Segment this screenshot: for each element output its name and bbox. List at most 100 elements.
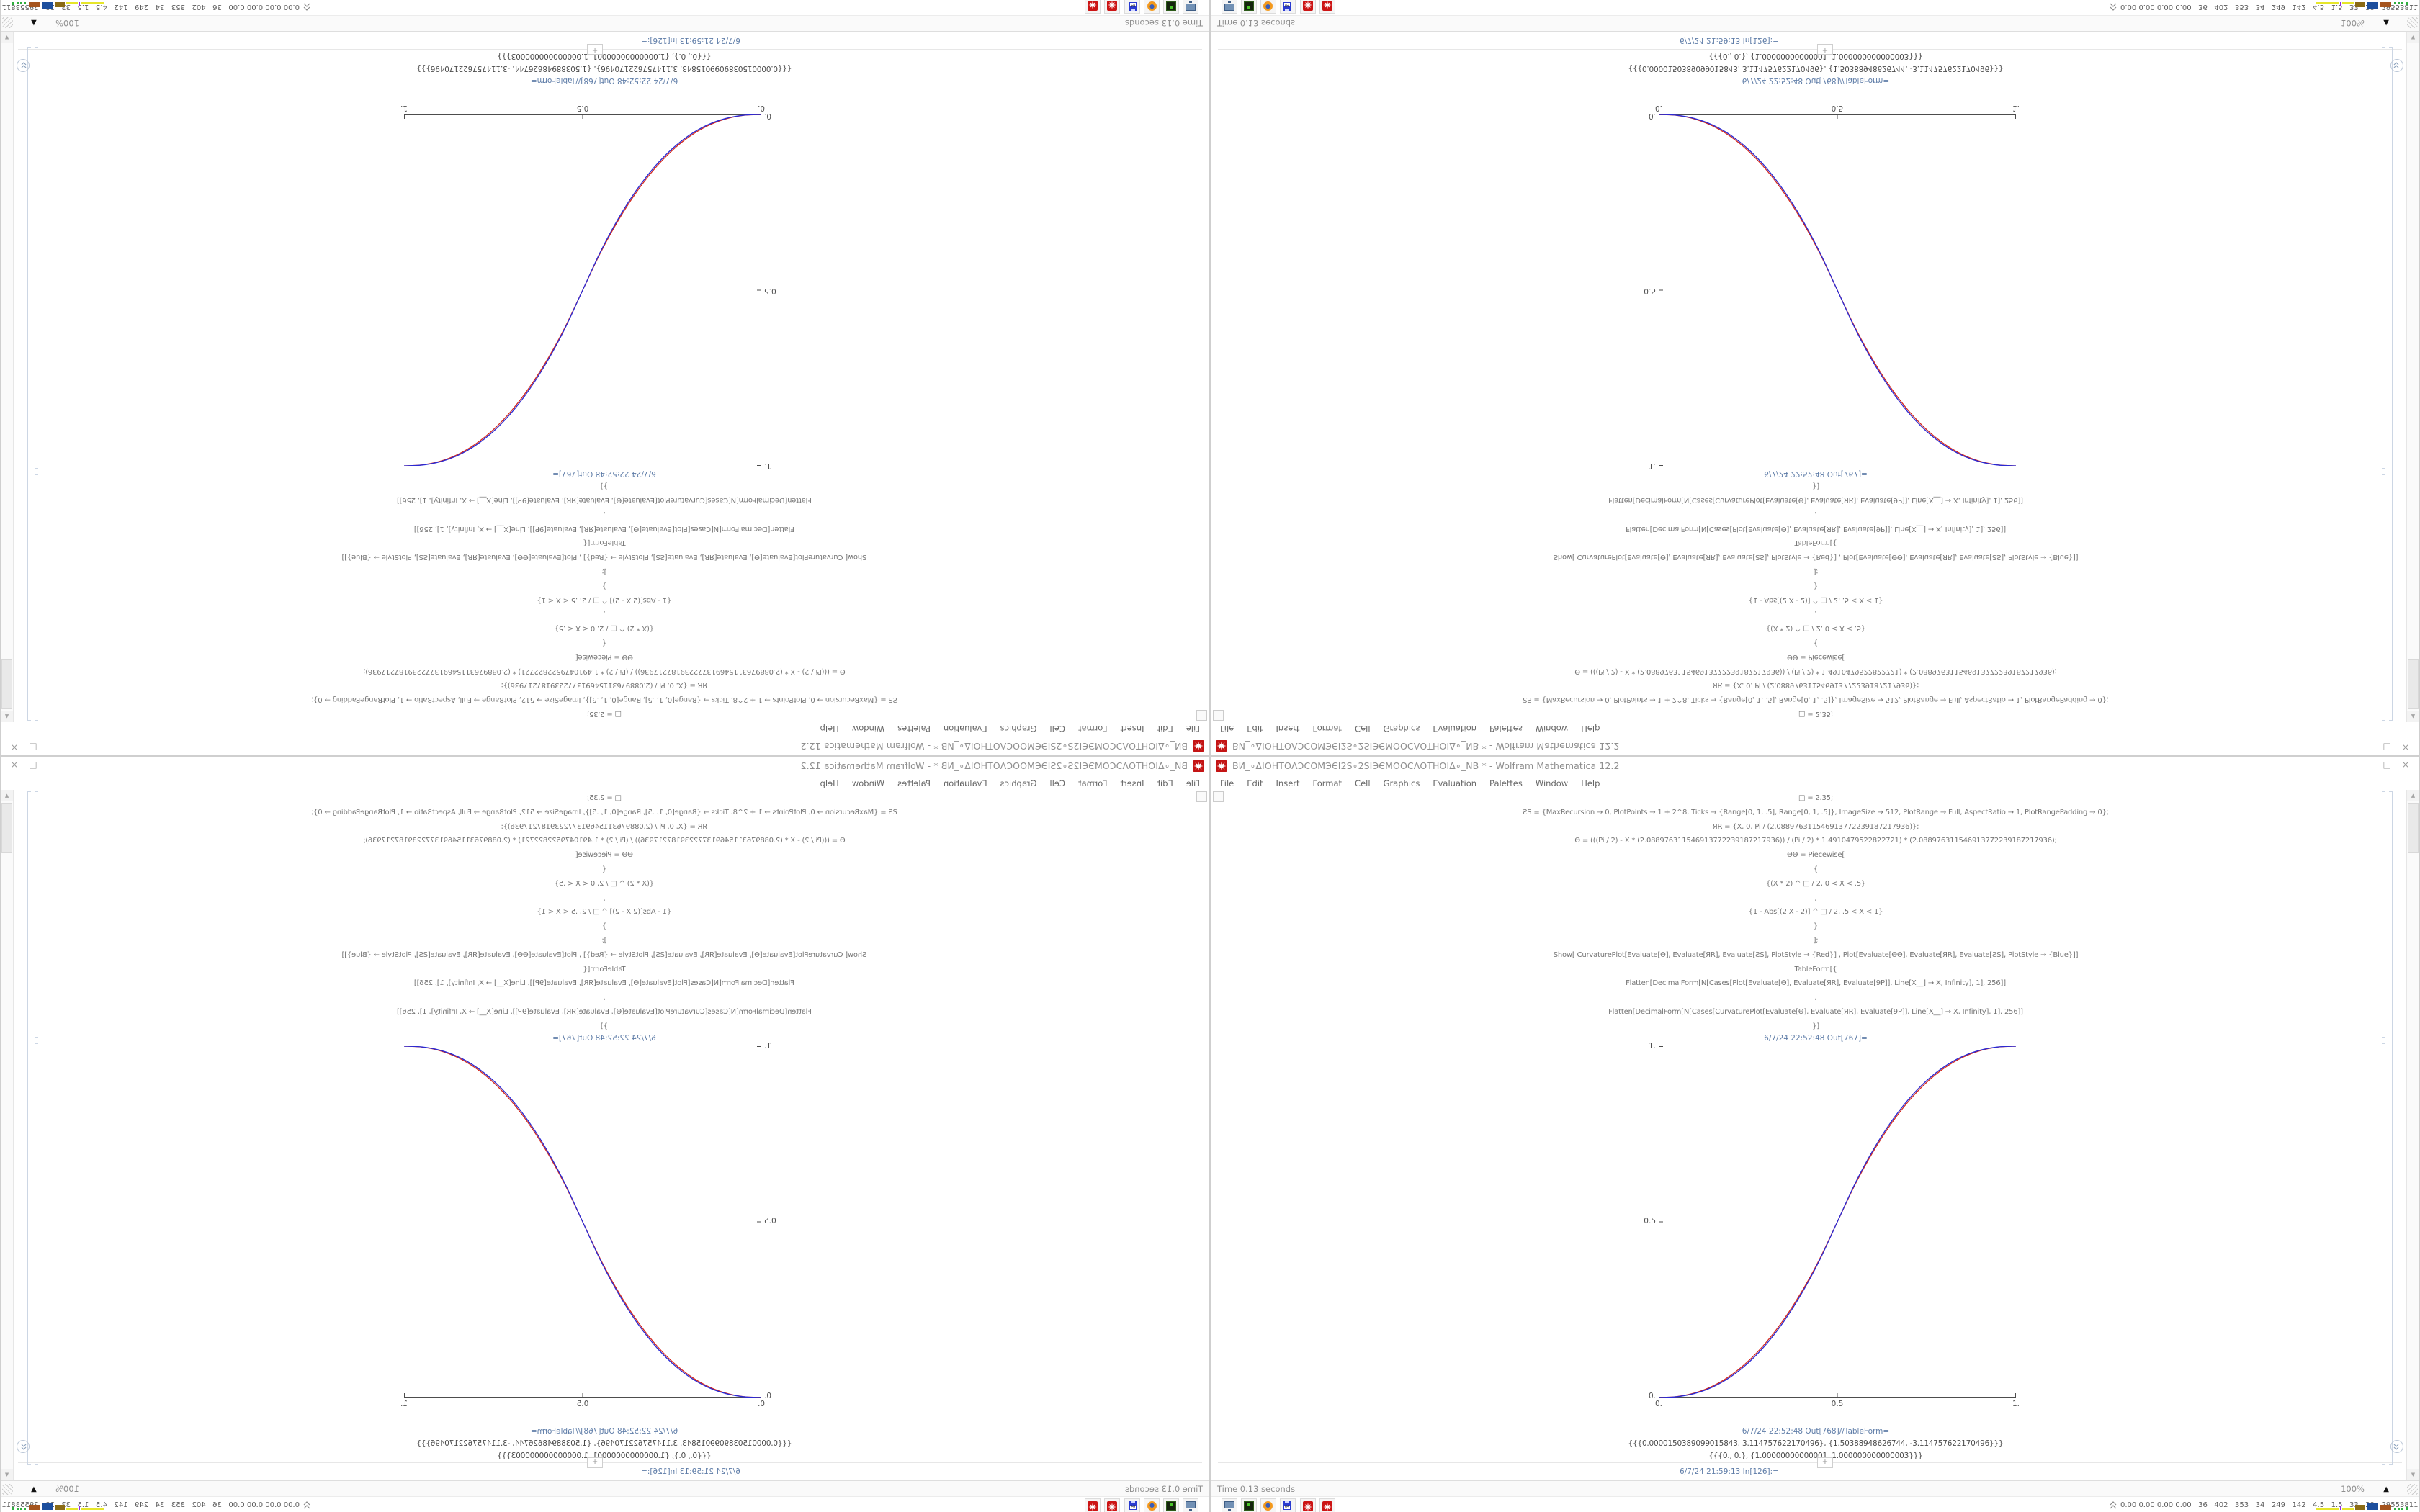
zoom-level-selector[interactable]: 100% bbox=[55, 18, 79, 28]
code-line[interactable]: { bbox=[601, 865, 607, 873]
menu-item[interactable]: Graphics bbox=[1000, 778, 1037, 788]
menu-item[interactable]: Cell bbox=[1355, 724, 1371, 734]
menu-item[interactable]: Window bbox=[851, 778, 885, 788]
cell-bracket-group[interactable] bbox=[2389, 47, 2393, 721]
menu-item[interactable]: Insert bbox=[1120, 778, 1144, 788]
code-line[interactable]: □ = 2.35; bbox=[1798, 710, 1834, 718]
code-line[interactable]: ƟƟ = Piecewise[ bbox=[1786, 851, 1845, 860]
menu-item[interactable]: Help bbox=[1581, 778, 1600, 788]
code-line[interactable]: {1 - Abs[(2 X - 2)] ^ □ / 2, .5 < X < 1} bbox=[1748, 595, 1883, 604]
code-line[interactable]: ]; bbox=[601, 936, 607, 945]
code-line[interactable]: , bbox=[603, 610, 606, 618]
suggestions-bar-button[interactable] bbox=[17, 59, 30, 72]
code-line[interactable]: {1 - Abs[(2 X - 2)] ^ □ / 2, .5 < X < 1} bbox=[537, 595, 672, 604]
menu-item[interactable]: Help bbox=[820, 778, 839, 788]
taskbar-firefox-button[interactable] bbox=[1260, 0, 1276, 14]
taskbar-mathematica-button-1[interactable] bbox=[1300, 0, 1316, 14]
scrollbar-up-arrow-icon[interactable]: ▲ bbox=[2407, 790, 2419, 801]
code-line[interactable]: , bbox=[603, 994, 606, 1002]
close-button[interactable]: × bbox=[2401, 742, 2410, 752]
scrollbar-thumb[interactable] bbox=[2408, 803, 2419, 853]
zoom-level-selector[interactable]: 100% bbox=[2341, 1484, 2365, 1494]
code-line[interactable]: Ɵ = (((Pi / 2) - X * (2.0889763115469137… bbox=[363, 837, 846, 845]
taskbar-mathematica-button-1[interactable] bbox=[1104, 0, 1120, 14]
window-resize-grip[interactable] bbox=[2, 17, 13, 28]
menu-item[interactable]: Graphics bbox=[1383, 724, 1420, 734]
code-line[interactable]: } bbox=[601, 581, 607, 590]
taskbar-floppy-button[interactable]: 64 bbox=[1280, 0, 1296, 14]
code-line[interactable]: , bbox=[1814, 994, 1817, 1002]
code-line[interactable]: {(X * 2) ^ □ / 2, 0 < X < .5} bbox=[1765, 879, 1866, 888]
menu-item[interactable]: Window bbox=[1535, 724, 1569, 734]
scrollbar-up-arrow-icon[interactable]: ▲ bbox=[1, 711, 13, 722]
menu-item[interactable]: Evaluation bbox=[1433, 724, 1477, 734]
code-line[interactable]: ЯR = {X, 0, Pi / (2.08897631154691377223… bbox=[501, 822, 708, 831]
menu-item[interactable]: Cell bbox=[1049, 778, 1065, 788]
code-line[interactable]: □ = 2.35; bbox=[586, 794, 622, 802]
code-line[interactable]: } bbox=[1813, 581, 1819, 590]
code-line[interactable]: Show[ CurvaturePlot[Evaluate[Ɵ], Evaluat… bbox=[1553, 553, 2079, 562]
insert-cell-plus-button[interactable]: + bbox=[587, 44, 603, 55]
scrollbar-up-arrow-icon[interactable]: ▲ bbox=[1, 790, 13, 801]
taskbar-floppy-button[interactable]: 64 bbox=[1124, 0, 1140, 14]
minimize-button[interactable]: — bbox=[2364, 760, 2373, 770]
taskbar-firefox-button[interactable] bbox=[1144, 1498, 1160, 1512]
cell-insertion-line[interactable] bbox=[1218, 1462, 2402, 1463]
code-line[interactable]: ƟƟ = Piecewise[ bbox=[575, 652, 634, 661]
cell-bracket-group[interactable] bbox=[2389, 791, 2393, 1465]
code-line[interactable]: Flatten[DecimalForm[N[Cases[CurvaturePlo… bbox=[1608, 1007, 2023, 1016]
menu-item[interactable]: Evaluation bbox=[1433, 778, 1477, 788]
menu-item[interactable]: Edit bbox=[1157, 778, 1173, 788]
insert-cell-plus-button[interactable]: + bbox=[587, 1457, 603, 1468]
code-line[interactable]: }] bbox=[1812, 1022, 1819, 1030]
vertical-scrollbar[interactable]: ▲ ▼ bbox=[2406, 32, 2419, 722]
menu-item[interactable]: Help bbox=[820, 724, 839, 734]
close-button[interactable]: × bbox=[10, 760, 19, 770]
code-line[interactable]: Flatten[DecimalForm[N[Cases[CurvaturePlo… bbox=[397, 1007, 812, 1016]
code-line[interactable]: Flatten[DecimalForm[N[Cases[Plot[Evaluat… bbox=[414, 979, 794, 988]
menu-item[interactable]: Insert bbox=[1276, 724, 1300, 734]
code-line[interactable]: Ɵ = (((Pi / 2) - X * (2.0889763115469137… bbox=[1574, 667, 2057, 675]
code-line[interactable]: ƟƟ = Piecewise[ bbox=[575, 851, 634, 860]
cell-bracket-plot-output[interactable] bbox=[35, 112, 38, 469]
menu-item[interactable]: Graphics bbox=[1000, 724, 1037, 734]
menu-item[interactable]: Edit bbox=[1157, 724, 1173, 734]
code-line[interactable]: Show[ CurvaturePlot[Evaluate[Ɵ], Evaluat… bbox=[1553, 950, 2079, 959]
cell-bracket-input[interactable] bbox=[2382, 791, 2385, 1038]
suggestions-bar-button[interactable] bbox=[2390, 1440, 2403, 1453]
cell-bracket-plot-output[interactable] bbox=[35, 1043, 38, 1400]
code-line[interactable]: } bbox=[601, 922, 607, 931]
code-line[interactable]: ƧS = {MaxRecursion → 0, PlotPoints → 1 +… bbox=[1523, 696, 2109, 704]
code-line[interactable]: ]; bbox=[601, 567, 607, 576]
code-line[interactable]: {1 - Abs[(2 X - 2)] ^ □ / 2, .5 < X < 1} bbox=[537, 908, 672, 917]
code-line[interactable]: Flatten[DecimalForm[N[Cases[CurvaturePlo… bbox=[397, 496, 812, 505]
cell-insertion-line[interactable] bbox=[1218, 49, 2402, 50]
code-line[interactable]: , bbox=[603, 510, 606, 518]
cell-bracket-group[interactable] bbox=[27, 47, 31, 721]
menu-item[interactable]: Help bbox=[1581, 724, 1600, 734]
suggestions-bar-button[interactable] bbox=[17, 1440, 30, 1453]
menu-item[interactable]: Palettes bbox=[897, 724, 931, 734]
insert-cell-plus-button[interactable]: + bbox=[1817, 1457, 1833, 1468]
code-line[interactable]: □ = 2.35; bbox=[1798, 794, 1834, 802]
code-line[interactable]: Flatten[DecimalForm[N[Cases[Plot[Evaluat… bbox=[1626, 524, 2006, 533]
left-gutter-box[interactable] bbox=[1213, 791, 1224, 802]
close-button[interactable]: × bbox=[2401, 760, 2410, 770]
scrollbar-down-arrow-icon[interactable]: ▼ bbox=[1, 1469, 13, 1480]
code-line[interactable]: { bbox=[601, 639, 607, 647]
code-line[interactable]: Flatten[DecimalForm[N[Cases[Plot[Evaluat… bbox=[414, 524, 794, 533]
cell-bracket-table-output[interactable] bbox=[35, 47, 38, 89]
code-line[interactable]: , bbox=[603, 894, 606, 902]
input-code-cell[interactable]: □ = 2.35; ƧS = {MaxRecursion → 0, PlotPoi… bbox=[42, 791, 1166, 1034]
scrollbar-thumb[interactable] bbox=[1, 803, 12, 853]
code-line[interactable]: TableForm[{ bbox=[583, 965, 626, 973]
close-button[interactable]: × bbox=[10, 742, 19, 752]
code-line[interactable]: ƟƟ = Piecewise[ bbox=[1786, 652, 1845, 661]
code-line[interactable]: Flatten[DecimalForm[N[Cases[Plot[Evaluat… bbox=[1626, 979, 2006, 988]
scrollbar-down-arrow-icon[interactable]: ▼ bbox=[1, 32, 13, 43]
taskbar-monitor-button[interactable] bbox=[1183, 1498, 1198, 1512]
maximize-button[interactable]: □ bbox=[29, 742, 37, 752]
code-line[interactable]: TableForm[{ bbox=[1794, 539, 1837, 547]
code-line[interactable]: Ɵ = (((Pi / 2) - X * (2.0889763115469137… bbox=[363, 667, 846, 675]
left-gutter-box[interactable] bbox=[1213, 710, 1224, 721]
